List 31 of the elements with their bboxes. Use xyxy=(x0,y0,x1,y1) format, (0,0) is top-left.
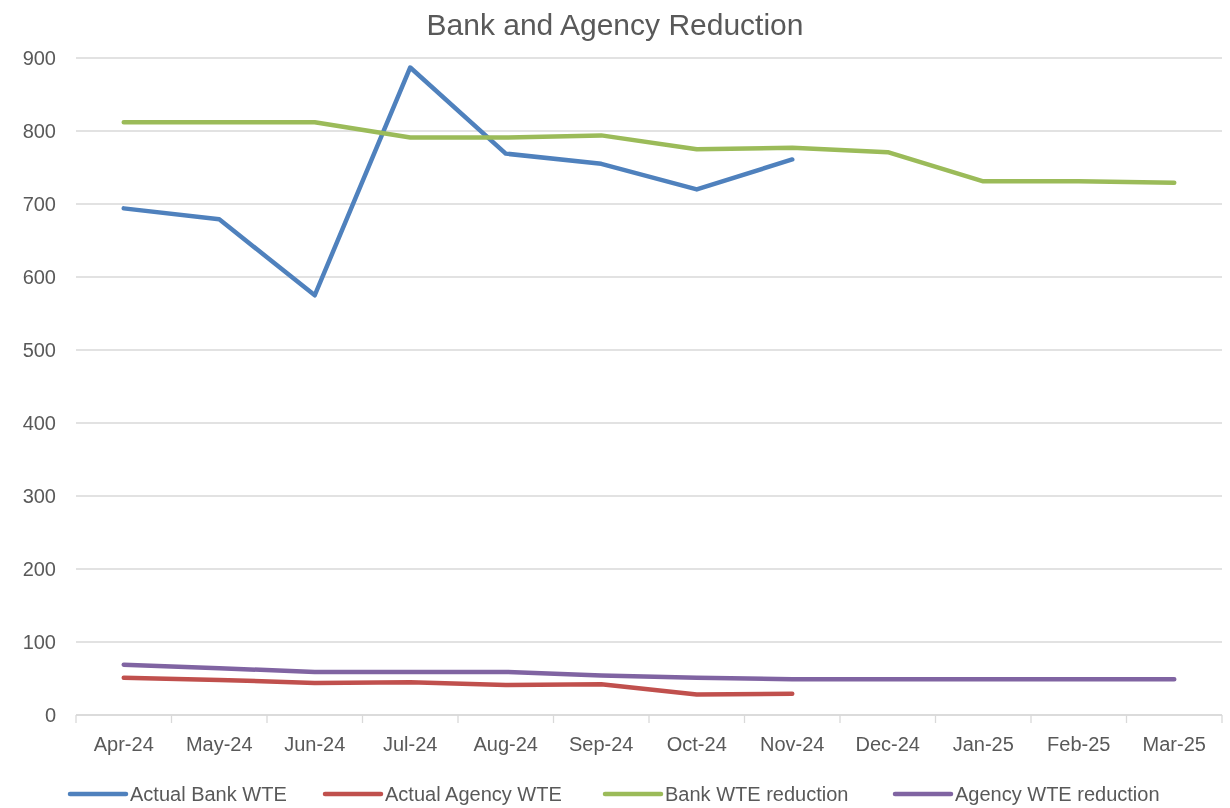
x-tick-label: Dec-24 xyxy=(855,733,920,755)
x-tick-label: Nov-24 xyxy=(760,733,825,755)
x-tick-label: Feb-25 xyxy=(1047,733,1111,755)
y-tick-label: 900 xyxy=(22,47,56,69)
x-tick-label: Sep-24 xyxy=(569,733,634,755)
legend-label: Actual Bank WTE xyxy=(130,783,287,805)
y-tick-label: 700 xyxy=(22,193,56,215)
y-tick-label: 200 xyxy=(22,558,56,580)
x-tick-label: Jan-25 xyxy=(952,733,1014,755)
y-tick-label: 600 xyxy=(22,266,56,288)
line-series xyxy=(121,65,795,298)
line-series xyxy=(121,675,795,697)
x-tick-label: Jun-24 xyxy=(284,733,346,755)
y-tick-label: 100 xyxy=(22,631,56,653)
y-tick-label: 300 xyxy=(22,485,56,507)
line-series xyxy=(121,119,1177,186)
y-tick-label: 400 xyxy=(22,412,56,434)
x-tick-label: Oct-24 xyxy=(666,733,727,755)
x-tick-label: Jul-24 xyxy=(383,733,438,755)
x-tick-label: Aug-24 xyxy=(473,733,538,755)
x-tick-label: Apr-24 xyxy=(93,733,154,755)
line-series xyxy=(121,662,1177,682)
legend-label: Actual Agency WTE xyxy=(385,783,562,805)
x-tick-label: May-24 xyxy=(185,733,253,755)
y-tick-label: 800 xyxy=(22,120,56,142)
y-tick-label: 0 xyxy=(44,704,56,726)
legend-label: Bank WTE reduction xyxy=(665,783,849,805)
x-tick-label: Mar-25 xyxy=(1142,733,1206,755)
chart-title: Bank and Agency Reduction xyxy=(426,8,804,41)
y-tick-label: 500 xyxy=(22,339,56,361)
legend-label: Agency WTE reduction xyxy=(955,783,1160,805)
